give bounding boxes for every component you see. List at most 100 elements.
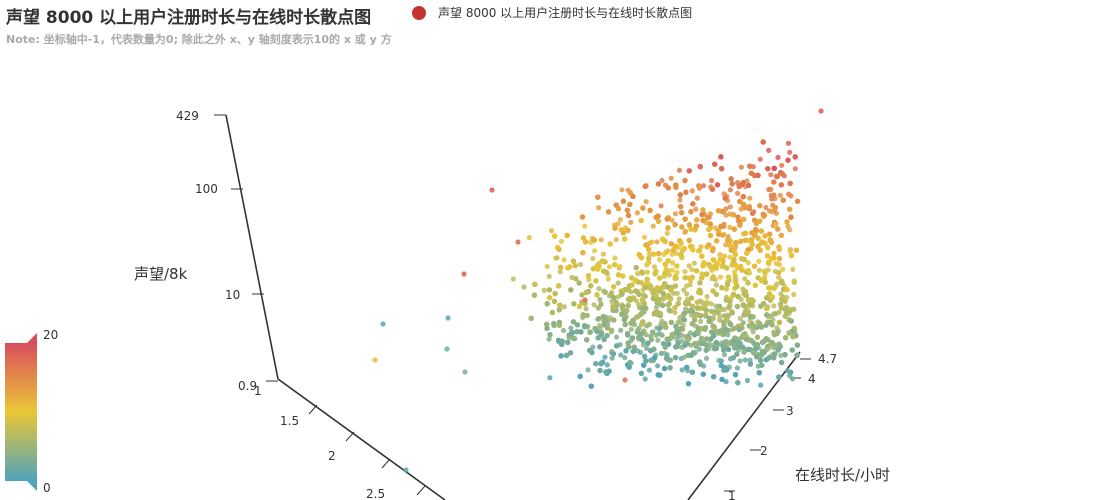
scatter-point bbox=[591, 237, 597, 243]
scatter-point bbox=[717, 274, 724, 280]
scatter-point bbox=[673, 184, 679, 190]
visual-map-handle-bottom[interactable] bbox=[27, 481, 37, 491]
z-tick-label: 10 bbox=[225, 288, 240, 302]
scatter-point bbox=[558, 353, 564, 359]
scatter-point bbox=[765, 259, 772, 265]
scatter-point bbox=[633, 265, 639, 271]
scatter-point bbox=[720, 262, 726, 268]
scatter-point bbox=[629, 320, 635, 326]
scatter-point bbox=[741, 349, 747, 355]
scatter-point bbox=[577, 373, 583, 379]
scatter-point bbox=[631, 295, 637, 301]
scatter-point bbox=[768, 239, 775, 246]
scatter-point bbox=[752, 282, 759, 288]
scatter-point bbox=[734, 365, 741, 371]
scatter-point bbox=[786, 191, 792, 197]
scatter-point bbox=[644, 276, 650, 282]
z-tick-label: 429 bbox=[176, 109, 199, 123]
scatter-point bbox=[711, 374, 717, 380]
scatter-point bbox=[787, 206, 793, 212]
scatter-point bbox=[665, 258, 671, 264]
scatter-point bbox=[658, 302, 664, 308]
scatter-point bbox=[661, 238, 668, 244]
scatter-point bbox=[686, 237, 692, 243]
scatter-point bbox=[757, 247, 763, 253]
scatter-point bbox=[672, 222, 678, 228]
scatter-point bbox=[622, 355, 628, 361]
scatter-point bbox=[727, 204, 733, 210]
scatter-point bbox=[752, 217, 758, 223]
scatter-point bbox=[587, 347, 593, 353]
scatter-point bbox=[790, 334, 796, 340]
scatter-point bbox=[761, 212, 768, 218]
scatter-point bbox=[594, 292, 600, 298]
scatter-point bbox=[663, 267, 669, 273]
x-tick-label: 1 bbox=[254, 384, 262, 398]
scatter-point bbox=[776, 244, 782, 250]
scatter-point bbox=[372, 357, 378, 363]
scatter-point bbox=[772, 351, 778, 357]
scatter-point bbox=[597, 344, 603, 350]
scatter-point bbox=[683, 275, 689, 281]
scatter-point bbox=[713, 291, 720, 297]
scatter-point bbox=[818, 108, 824, 114]
scatter-point bbox=[747, 302, 753, 308]
scatter-point bbox=[735, 293, 741, 300]
scatter-point bbox=[703, 302, 709, 308]
scatter-point bbox=[605, 325, 611, 331]
scatter-point bbox=[737, 198, 743, 205]
scatter-point bbox=[769, 209, 775, 215]
scatter-point bbox=[688, 226, 694, 232]
scatter-point bbox=[633, 288, 639, 294]
scatter-point bbox=[776, 270, 782, 276]
scatter-point bbox=[655, 363, 661, 369]
scatter-point bbox=[462, 369, 468, 375]
scatter-point bbox=[773, 311, 779, 317]
scatter-point bbox=[751, 350, 757, 356]
visual-map[interactable] bbox=[5, 333, 37, 491]
scatter-point bbox=[625, 332, 631, 338]
x-tick-mark bbox=[345, 431, 355, 442]
scatter-point bbox=[709, 329, 715, 335]
legend-series-label[interactable]: 声望 8000 以上用户注册时长与在线时长散点图 bbox=[438, 6, 693, 20]
scatter-point bbox=[771, 165, 777, 171]
scatter-point bbox=[662, 281, 668, 287]
scatter-point bbox=[653, 293, 660, 299]
scatter-point bbox=[733, 240, 739, 246]
z-axis-label: 声望/8k bbox=[134, 265, 188, 283]
legend-series-icon[interactable] bbox=[412, 5, 426, 20]
scatter-point bbox=[643, 332, 649, 338]
scatter-point bbox=[768, 172, 774, 178]
scatter-point bbox=[766, 291, 773, 297]
scatter-point bbox=[695, 305, 701, 311]
scatter-point bbox=[547, 332, 553, 338]
scatter-point bbox=[684, 291, 690, 297]
scatter-point bbox=[598, 301, 604, 307]
scatter-point bbox=[729, 262, 735, 268]
scatter-point bbox=[757, 218, 763, 224]
scatter-point bbox=[709, 177, 715, 184]
scatter-point bbox=[618, 327, 624, 333]
scatter-point bbox=[595, 335, 601, 341]
scatter-point bbox=[787, 149, 793, 155]
scatter-point bbox=[588, 283, 594, 289]
scatter-point bbox=[727, 187, 734, 193]
scatter-point bbox=[646, 246, 652, 252]
scatter-point bbox=[561, 304, 567, 310]
scatter-point bbox=[613, 299, 619, 305]
scatter-point bbox=[657, 257, 663, 263]
scatter-point bbox=[615, 280, 621, 286]
scatter-point bbox=[758, 382, 764, 388]
scatter-point bbox=[624, 207, 631, 213]
scatter-point bbox=[631, 344, 637, 350]
scatter-point bbox=[717, 317, 723, 323]
scatter-point bbox=[570, 258, 577, 264]
legend[interactable]: 声望 8000 以上用户注册时长与在线时长散点图 bbox=[412, 4, 692, 21]
scatter-point bbox=[687, 275, 693, 281]
visual-map-handle-top[interactable] bbox=[27, 333, 37, 343]
scatter-point bbox=[719, 208, 725, 215]
scatter-point bbox=[787, 180, 793, 186]
scatter-point bbox=[678, 204, 684, 210]
scatter-point bbox=[747, 361, 754, 367]
visual-map-bar[interactable] bbox=[5, 343, 37, 481]
